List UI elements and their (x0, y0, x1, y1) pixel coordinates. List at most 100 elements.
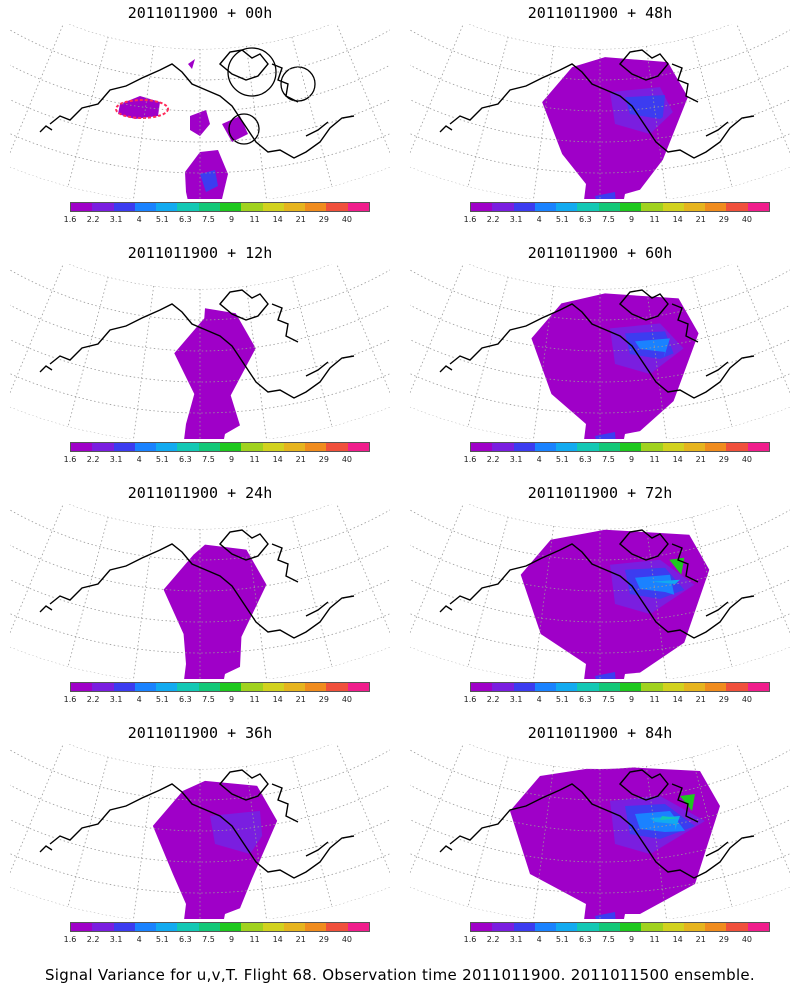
colorbar-swatch (747, 203, 769, 211)
colorbar-tick-label: 21 (295, 455, 306, 464)
colorbar-swatch (556, 443, 578, 451)
colorbar-tick-label: 7.5 (202, 695, 215, 704)
colorbar-tick-label: 9 (628, 695, 635, 704)
forecast-panel: 2011011900 + 12h 1.6 2.2 3.1 4 5.1 6.3 7.5 9 11 14… (10, 242, 390, 474)
colorbar-tick-label: 40 (341, 215, 353, 224)
colorbar-swatch (177, 443, 199, 451)
coastline (705, 841, 729, 857)
colorbar-swatch (556, 923, 578, 931)
colorbar-tick-label: 1.6 (463, 215, 477, 224)
highlight-ellipse (115, 99, 169, 119)
panel-title: 2011011900 + 48h (527, 4, 673, 22)
coastline (449, 783, 755, 879)
colorbar-swatch (262, 923, 284, 931)
colorbar-swatch (134, 203, 157, 211)
map-content (410, 24, 790, 199)
colorbar-tick-label: 5.1 (155, 935, 169, 944)
colorbar-tick-label: 2.2 (486, 695, 500, 704)
field-patch (118, 96, 160, 119)
colorbar-swatch (219, 443, 242, 451)
colorbar-tick-label: 40 (341, 935, 353, 944)
coastline (305, 361, 329, 377)
colorbar-swatch (619, 203, 642, 211)
colorbar-labels: 1.6 2.2 3.1 4 5.1 6.3 7.5 9 11 14 21 29 40 (64, 935, 370, 947)
colorbar-tick-label: 1.6 (63, 935, 77, 944)
colorbar-tick-label: 21 (295, 695, 306, 704)
field-patch (190, 110, 210, 136)
island-cluster (619, 289, 669, 321)
island (39, 605, 53, 613)
colorbar-swatch (534, 683, 557, 691)
island-cluster (619, 529, 669, 561)
panel-title: 2011011900 + 00h (127, 4, 273, 22)
colorbar-swatch (305, 443, 327, 451)
variance-field (520, 529, 710, 679)
colorbar-swatch (492, 203, 514, 211)
colorbar-swatch (662, 203, 684, 211)
field-region (152, 780, 278, 919)
field-region-max (669, 557, 685, 575)
colorbar-tick-label: 29 (318, 215, 329, 224)
colorbar-tick-label: 7.5 (602, 695, 615, 704)
colorbar-swatch (577, 443, 599, 451)
field-patch (188, 59, 195, 69)
colorbar-tick-label: 6.3 (579, 455, 592, 464)
island-cluster (219, 289, 269, 321)
colorbar-swatch (513, 683, 535, 691)
coastlines (439, 529, 755, 639)
island-cluster (219, 49, 269, 81)
colorbar-swatch (534, 923, 557, 931)
colorbar-swatch (619, 443, 642, 451)
forecast-panel: 2011011900 + 60h 1.6 2.2 3.1 4 5.1 6.3 7.5 9 11 14… (410, 242, 790, 474)
coastline (671, 783, 699, 823)
colorbar-swatch (71, 203, 93, 211)
colorbar-tick-label: 4 (536, 935, 542, 944)
island (439, 125, 453, 133)
variance-field (542, 57, 688, 199)
colorbar-tick-label: 21 (695, 455, 706, 464)
field-region (174, 308, 256, 439)
field-region-higher (635, 574, 675, 595)
forecast-panel: 2011011900 + 36h 1.6 2.2 3.1 4 5.1 6.3 7.5 9 11 14… (10, 722, 390, 954)
colorbar-tick-label: 6.3 (579, 215, 592, 224)
colorbar-swatch (241, 683, 263, 691)
colorbar-tick-label: 3.1 (509, 455, 523, 464)
colorbar-swatch (219, 203, 242, 211)
polar-map (410, 264, 790, 439)
colorbar-tick-label: 1.6 (63, 695, 77, 704)
island (439, 845, 453, 853)
colorbar-tick-label: 14 (272, 695, 283, 704)
colorbar-tick-label: 3.1 (509, 215, 523, 224)
colorbar-swatch (219, 923, 242, 931)
colorbar-tick-label: 5.1 (555, 935, 569, 944)
panel-title: 2011011900 + 24h (127, 484, 273, 502)
colorbar-tick-label: 9 (228, 695, 235, 704)
colorbar-swatch (577, 683, 599, 691)
colorbar-swatch (262, 443, 284, 451)
colorbar-tick-label: 2.2 (486, 455, 500, 464)
colorbar-swatch (471, 923, 493, 931)
colorbar-tick-label: 2.2 (86, 455, 100, 464)
field-core (595, 432, 616, 439)
colorbar-swatch (347, 203, 369, 211)
island-cluster (619, 769, 669, 801)
field-region-peak (650, 579, 680, 594)
colorbar-swatch (156, 923, 178, 931)
colorbar-swatch (726, 443, 748, 451)
field-region (163, 544, 267, 679)
colorbar-swatch (747, 923, 769, 931)
colorbar-swatch (113, 683, 135, 691)
island (39, 365, 53, 373)
colorbar-tick-label: 7.5 (602, 935, 615, 944)
colorbar-swatch (283, 923, 306, 931)
colorbar-labels: 1.6 2.2 3.1 4 5.1 6.3 7.5 9 11 14 21 29 40 (64, 215, 370, 227)
map-content (410, 264, 790, 439)
map-content (10, 264, 390, 439)
colorbar-swatch (71, 923, 93, 931)
field-region-peak (660, 816, 682, 820)
colorbar-tick-label: 6.3 (579, 935, 592, 944)
colorbar-tick-label: 5.1 (155, 215, 169, 224)
colorbar-tick-label: 14 (272, 455, 283, 464)
map-content (10, 504, 390, 679)
colorbar-tick-label: 9 (228, 215, 235, 224)
